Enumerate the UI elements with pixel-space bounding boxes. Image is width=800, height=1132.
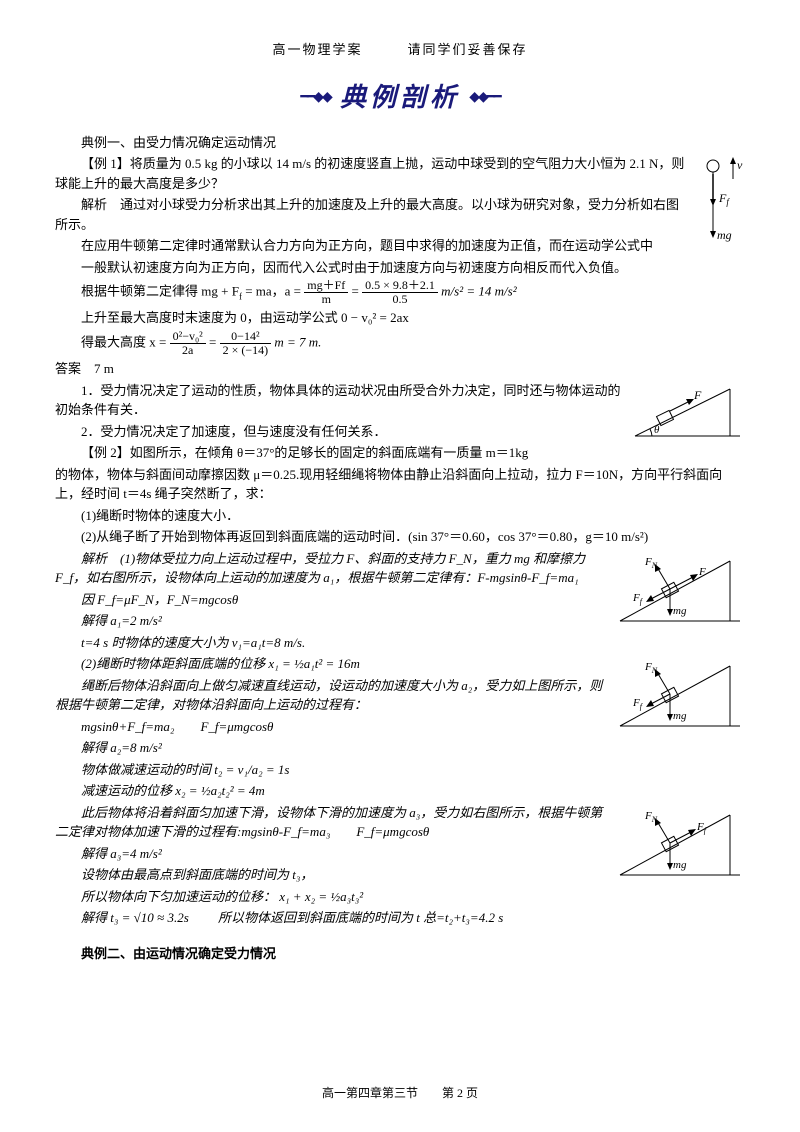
ex2-sol-p10: 减速运动的位移 x₂ = ½a₂t₂² = 4m	[55, 781, 745, 801]
ex2-q1: (1)绳断时物体的速度大小．	[55, 506, 745, 526]
p15b: t₃ = √10 ≈ 3.2s	[110, 910, 188, 925]
deco-right-icon: ◆◆━━	[469, 87, 499, 108]
label-FN3: FN	[644, 810, 658, 824]
figure-incline-fbd2: FN Ff mg	[615, 654, 745, 732]
label-F1: F	[698, 566, 706, 578]
p14a: 所以物体向下匀加速运动的位移：	[81, 889, 276, 904]
eq1-den: m	[304, 293, 348, 306]
ex2-sol-p8: 解得 a₂=8 m/s²	[55, 738, 745, 758]
p5a: (2)绳断时物体距斜面底端的位移	[81, 656, 268, 671]
label-FN1: FN	[644, 556, 658, 570]
p14b: x₁ + x₂ = ½a₃t₃²	[279, 889, 363, 904]
ex2-sol-p14: 所以物体向下匀加速运动的位移： x₁ + x₂ = ½a₃t₃²	[55, 887, 745, 907]
ex1-eq3: 得最大高度 x = 0²−v₀²2a = 0−14²2 × (−14) m = …	[81, 330, 745, 357]
ex1-p3: 一般默认初速度方向为正方向，因而代入公式时由于加速度方向与初速度方向相反而代入负…	[55, 258, 745, 278]
ex1-answer: 答案 7 m	[55, 359, 745, 379]
ex1-eq1: 根据牛顿第二定律得 mg + Ff = ma，a = mg＋Ffm = 0.5 …	[81, 279, 745, 306]
eq3-num: 0²−v₀²	[170, 330, 206, 344]
ex2-title-b: 的物体，物体与斜面间动摩擦因数 μ＝0.25.现用轻细绳将物体由静止沿斜面向上拉…	[55, 465, 745, 504]
label-mg3: mg	[673, 859, 687, 871]
ex1-title: 【例 1】将质量为 0.5 kg 的小球以 14 m/s 的初速度竖直上抛，运动…	[55, 154, 745, 193]
eq3-den2: 2 × (−14)	[220, 344, 272, 357]
content: 典例一、由受力情况确定运动情况 v Ff mg 【例 1】将质量为 0.5 kg…	[55, 133, 745, 964]
ex2-sol-p15: 解得 t₃ = √10 ≈ 3.2s 所以物体返回到斜面底端的时间为 t 总=t…	[55, 908, 745, 928]
eq3-tail: m = 7 m.	[274, 335, 321, 350]
p15c: 所以物体返回到斜面底端的时间为 t 总=t₂+t₃=4.2 s	[192, 910, 503, 925]
label-Ff: Ff	[718, 191, 730, 207]
p5b: x₁ = ½a₁t² = 16m	[268, 656, 360, 671]
ex1-p1: 解析 通过对小球受力分析求出其上升的加速度及上升的最大高度。以小球为研究对象，受…	[55, 195, 745, 234]
label-mg2: mg	[673, 710, 687, 722]
figure-ball-fbd: v Ff mg	[695, 154, 745, 249]
label-theta: θ	[654, 424, 660, 436]
eq1-unit: m/s² = 14 m/s²	[441, 284, 516, 299]
label-v: v	[737, 158, 743, 172]
label-mg: mg	[717, 228, 732, 242]
label-mg1: mg	[673, 605, 687, 617]
eq1-label: 根据牛顿第二定律得 mg + F	[81, 284, 239, 299]
ex2-q2: (2)从绳子断了开始到物体再返回到斜面底端的运动时间．(sin 37°＝0.60…	[55, 527, 745, 547]
label-FN2: FN	[644, 661, 658, 675]
page-header: 高一物理学案 请同学们妥善保存	[55, 40, 745, 60]
ex1-eq2: 上升至最大高度时末速度为 0，由运动学公式 0 − v₀² = 2ax	[81, 308, 745, 328]
section1-heading: 典例一、由受力情况确定运动情况	[55, 133, 745, 153]
p9a: 物体做减速运动的时间	[81, 762, 214, 777]
p15a: 解得	[81, 910, 110, 925]
label-F: F	[693, 388, 702, 402]
section2-heading: 典例二、由运动情况确定受力情况	[55, 944, 745, 964]
figure-incline-fbd3: FN Ff mg	[615, 803, 745, 881]
label-Ff2: Ff	[632, 697, 644, 711]
banner-title: 典例剖析	[340, 83, 460, 112]
ex2-sol-p4: t=4 s 时物体的速度大小为 v₁=a₁t=8 m/s.	[55, 633, 745, 653]
p9b: t₂ = v₁/a₂ = 1s	[214, 762, 289, 777]
ex1-p2: 在应用牛顿第二定律时通常默认合力方向为正方向，题目中求得的加速度为正值，而在运动…	[55, 236, 745, 256]
p10b: x₂ = ½a₂t₂² = 4m	[175, 783, 265, 798]
figure-incline-fbd1: FN F Ff mg	[615, 549, 745, 627]
eq3-label: 得最大高度 x =	[81, 335, 170, 350]
figure-incline-small: F θ	[630, 381, 745, 441]
eq3-den: 2a	[170, 344, 206, 357]
title-banner: ━━◆◆ 典例剖析 ◆◆━━	[55, 78, 745, 117]
eq1-mid: = ma，a =	[242, 284, 304, 299]
page-footer: 高一第四章第三节 第 2 页	[55, 1084, 745, 1102]
ex2-sol-p9: 物体做减速运动的时间 t₂ = v₁/a₂ = 1s	[55, 760, 745, 780]
eq3-num2: 0−14²	[220, 330, 272, 344]
ex2-title-a: 【例 2】如图所示，在倾角 θ＝37°的足够长的固定的斜面底端有一质量 m＝1k…	[55, 443, 745, 463]
p10a: 减速运动的位移	[81, 783, 175, 798]
deco-left-icon: ━━◆◆	[300, 87, 330, 108]
eq1-den2: 0.5	[362, 293, 438, 306]
eq1-num: mg＋Ff	[304, 279, 348, 293]
label-Ff1: Ff	[632, 592, 644, 606]
eq1-num2: 0.5 × 9.8＋2.1	[362, 279, 438, 293]
